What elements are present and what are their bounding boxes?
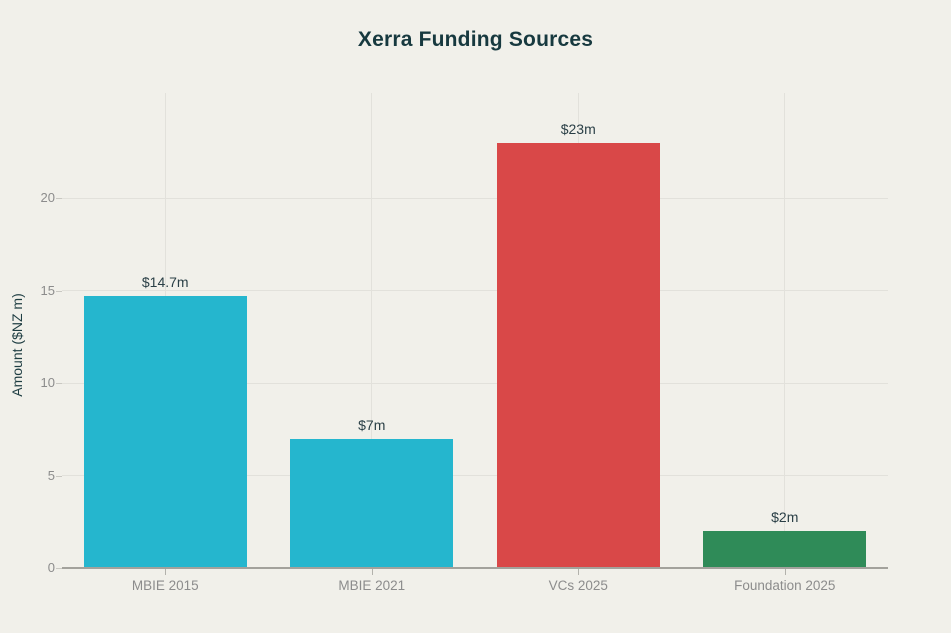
bar-value-label: $23m [560, 120, 596, 137]
y-tick-mark [56, 198, 62, 200]
bar-value-label: $7m [358, 416, 386, 433]
x-tick-mark [165, 569, 167, 575]
h-gridline [62, 475, 888, 477]
y-tick-mark [56, 568, 62, 569]
h-gridline [62, 290, 888, 292]
y-tick-label: 20 [40, 190, 55, 206]
x-tick-mark [784, 569, 786, 575]
bar-vcs-2025 [496, 142, 660, 568]
y-tick-label: 5 [47, 467, 55, 483]
x-axis-line [62, 567, 888, 569]
x-tick-mark [578, 569, 580, 575]
bar-mbie-2021 [290, 438, 454, 568]
y-tick-mark [56, 290, 62, 292]
h-gridline [62, 382, 888, 384]
plot-area: $14.7m $7m $23m $2m [62, 93, 888, 568]
chart-title: Xerra Funding Sources [357, 28, 594, 51]
bar-value-label: $14.7m [141, 274, 189, 291]
v-gridline [784, 93, 786, 568]
y-tick-mark [56, 475, 62, 477]
v-gridline [371, 93, 373, 568]
x-category-label: Foundation 2025 [734, 578, 836, 593]
bar-foundation-2025 [703, 531, 867, 568]
y-tick-mark [56, 383, 62, 385]
x-category-label: MBIE 2021 [338, 578, 406, 593]
y-tick-label: 0 [47, 560, 55, 575]
bar-value-label: $2m [771, 509, 799, 526]
y-tick-label: 15 [40, 282, 55, 298]
y-tick-label: 10 [40, 375, 55, 391]
bar-mbie-2015 [83, 296, 247, 568]
x-tick-mark [371, 569, 373, 575]
x-category-label: MBIE 2015 [131, 578, 199, 593]
h-gridline [62, 197, 888, 199]
x-category-label: VCs 2025 [548, 578, 608, 593]
